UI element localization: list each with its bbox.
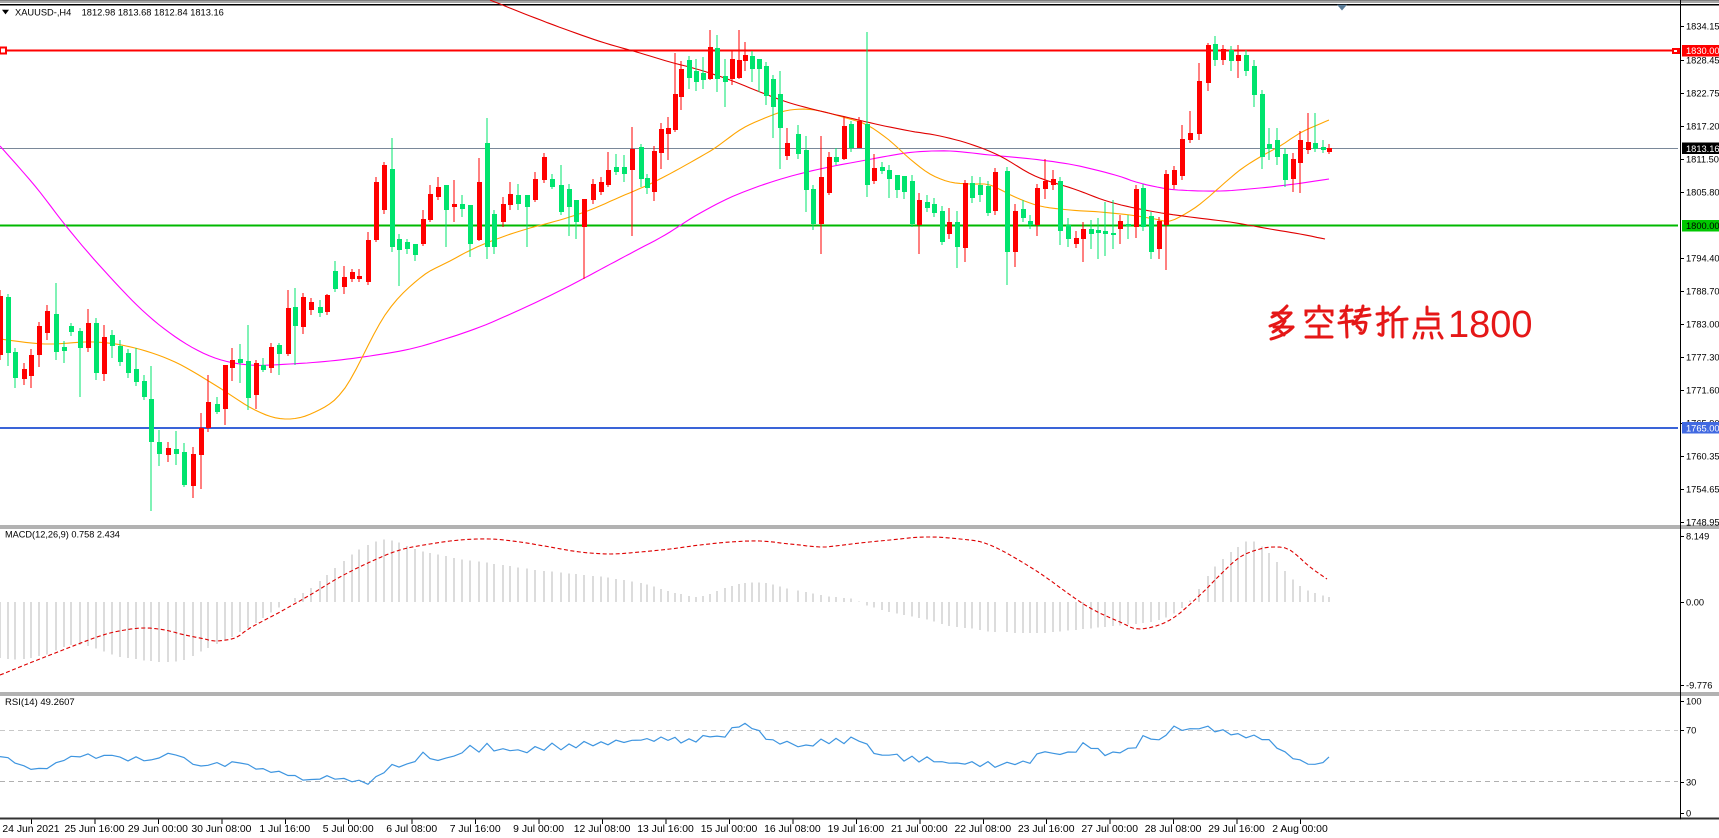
svg-text:30 Jun 08:00: 30 Jun 08:00 xyxy=(191,824,251,835)
svg-text:100: 100 xyxy=(1686,696,1702,706)
svg-text:1760.35: 1760.35 xyxy=(1686,451,1719,461)
svg-text:1754.65: 1754.65 xyxy=(1686,484,1719,494)
svg-text:19 Jul 16:00: 19 Jul 16:00 xyxy=(828,824,885,835)
svg-text:24 Jun 2021: 24 Jun 2021 xyxy=(2,824,59,835)
svg-text:22 Jul 08:00: 22 Jul 08:00 xyxy=(954,824,1011,835)
svg-text:13 Jul 16:00: 13 Jul 16:00 xyxy=(637,824,694,835)
svg-text:1771.60: 1771.60 xyxy=(1686,385,1719,395)
svg-text:1828.45: 1828.45 xyxy=(1686,55,1719,65)
svg-text:1834.15: 1834.15 xyxy=(1686,21,1719,31)
svg-text:15 Jul 00:00: 15 Jul 00:00 xyxy=(701,824,758,835)
svg-text:1830.00: 1830.00 xyxy=(1686,46,1719,56)
svg-text:25 Jun 16:00: 25 Jun 16:00 xyxy=(64,824,124,835)
svg-text:29 Jul 16:00: 29 Jul 16:00 xyxy=(1208,824,1265,835)
svg-text:1794.40: 1794.40 xyxy=(1686,253,1719,263)
svg-text:1800.00: 1800.00 xyxy=(1686,221,1719,231)
svg-text:1748.95: 1748.95 xyxy=(1686,517,1719,527)
svg-text:0: 0 xyxy=(1686,808,1691,818)
svg-text:21 Jul 00:00: 21 Jul 00:00 xyxy=(891,824,948,835)
svg-text:70: 70 xyxy=(1686,725,1696,735)
svg-text:1 Jul 16:00: 1 Jul 16:00 xyxy=(259,824,310,835)
svg-text:1805.80: 1805.80 xyxy=(1686,187,1719,197)
svg-text:7 Jul 16:00: 7 Jul 16:00 xyxy=(450,824,501,835)
svg-text:5 Jul 00:00: 5 Jul 00:00 xyxy=(323,824,374,835)
svg-text:XAUUSD-,H4 1812.98 1813.68: XAUUSD-,H4 1812.98 1813.68 1812.84 1813.… xyxy=(15,8,224,18)
svg-text:1800: 1800 xyxy=(1448,304,1533,346)
svg-text:2 Aug 00:00: 2 Aug 00:00 xyxy=(1272,824,1328,835)
svg-text:6 Jul 08:00: 6 Jul 08:00 xyxy=(386,824,437,835)
svg-text:1811.50: 1811.50 xyxy=(1686,154,1719,164)
svg-text:1822.75: 1822.75 xyxy=(1686,88,1719,98)
svg-text:8.149: 8.149 xyxy=(1686,531,1709,541)
svg-text:23 Jul 16:00: 23 Jul 16:00 xyxy=(1018,824,1075,835)
svg-text:30: 30 xyxy=(1686,777,1696,787)
svg-text:0.00: 0.00 xyxy=(1686,597,1704,607)
svg-text:RSI(14) 49.2607: RSI(14) 49.2607 xyxy=(5,697,75,708)
svg-text:16 Jul 08:00: 16 Jul 08:00 xyxy=(764,824,821,835)
svg-text:1783.00: 1783.00 xyxy=(1686,319,1719,329)
svg-text:1813.16: 1813.16 xyxy=(1686,144,1719,154)
svg-text:1765.00: 1765.00 xyxy=(1686,423,1719,433)
svg-text:MACD(12,26,9) 0.758 2.434: MACD(12,26,9) 0.758 2.434 xyxy=(5,530,120,540)
svg-text:-9.776: -9.776 xyxy=(1686,680,1712,690)
svg-text:1788.70: 1788.70 xyxy=(1686,286,1719,296)
svg-text:28 Jul 08:00: 28 Jul 08:00 xyxy=(1145,824,1202,835)
svg-text:9 Jul 00:00: 9 Jul 00:00 xyxy=(513,824,564,835)
svg-text:1817.20: 1817.20 xyxy=(1686,121,1719,131)
svg-text:12 Jul 08:00: 12 Jul 08:00 xyxy=(574,824,631,835)
svg-text:27 Jul 00:00: 27 Jul 00:00 xyxy=(1081,824,1138,835)
svg-text:1777.30: 1777.30 xyxy=(1686,352,1719,362)
svg-text:29 Jun 00:00: 29 Jun 00:00 xyxy=(128,824,188,835)
